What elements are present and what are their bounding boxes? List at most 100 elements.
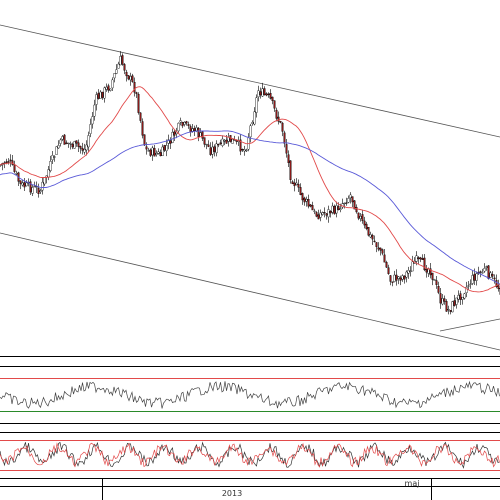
candle-body <box>123 64 126 71</box>
candle-body <box>35 186 38 188</box>
candle-body <box>365 223 368 229</box>
candle-body <box>315 212 318 217</box>
candle-body <box>335 205 338 214</box>
candle-body <box>453 300 456 306</box>
candle-body <box>131 75 134 82</box>
candle-body <box>65 142 68 144</box>
candle-body <box>415 255 418 262</box>
candle-body <box>249 125 252 138</box>
candle-body <box>459 293 462 300</box>
candle-body <box>287 154 290 163</box>
candle-body <box>183 121 186 125</box>
candle-body <box>399 277 402 281</box>
candle-body <box>269 93 272 99</box>
candle-body <box>129 76 132 81</box>
candle-body <box>397 276 400 279</box>
candle-body <box>137 94 140 113</box>
candle-body <box>221 138 224 146</box>
candle-body <box>437 286 440 293</box>
candle-body <box>159 152 162 157</box>
candle-body <box>33 185 36 188</box>
candle-body <box>7 161 10 163</box>
candle-body <box>367 227 370 236</box>
candle-body <box>31 187 34 194</box>
candle-body <box>483 268 486 272</box>
candle-body <box>251 121 254 125</box>
candle-body <box>375 242 378 247</box>
candle-body <box>73 141 76 149</box>
candle-body <box>277 116 280 122</box>
candle-body <box>223 140 226 142</box>
candle-body <box>185 121 188 124</box>
candle-body <box>67 142 70 144</box>
candle-body <box>485 266 488 268</box>
candle-body <box>469 283 472 285</box>
candle-body <box>463 293 466 299</box>
candle-body <box>157 151 160 154</box>
candle-body <box>435 280 438 285</box>
candle-body <box>197 127 200 138</box>
candle-body <box>83 148 86 153</box>
candle-body <box>411 261 414 272</box>
candle-body <box>189 126 192 133</box>
candle-body <box>285 144 288 154</box>
candle-body <box>455 297 458 305</box>
candle-body <box>479 271 482 273</box>
candle-body <box>23 182 26 188</box>
candle-body <box>385 262 388 268</box>
candle-body <box>347 198 350 203</box>
candle-body <box>369 234 372 238</box>
candle-body <box>467 285 470 287</box>
candle-body <box>113 73 116 79</box>
candle-body <box>115 69 118 74</box>
oscillator-1-line <box>0 380 500 409</box>
candle-body <box>417 257 420 260</box>
candle-body <box>471 275 474 284</box>
candle-body <box>299 187 302 195</box>
candle-body <box>325 213 328 216</box>
candle-body <box>15 173 18 175</box>
candle-body <box>209 147 212 155</box>
candle-body <box>489 272 492 278</box>
candle-body <box>361 214 364 221</box>
candle-body <box>273 100 276 109</box>
candle-body <box>107 85 110 91</box>
candle-body <box>219 142 222 145</box>
moving-average-blue <box>0 130 500 285</box>
candle-body <box>377 247 380 250</box>
candle-body <box>351 196 354 203</box>
candle-body <box>283 132 286 144</box>
candle-body <box>173 131 176 136</box>
candle-body <box>19 180 22 184</box>
candle-body <box>59 139 62 144</box>
candle-body <box>265 93 268 96</box>
candle-body <box>333 206 336 215</box>
candle-body <box>391 281 394 283</box>
candle-body <box>381 249 384 254</box>
candle-body <box>293 182 296 187</box>
candle-body <box>143 134 146 146</box>
candle-body <box>111 79 114 89</box>
candle-body <box>327 209 330 218</box>
candle-body <box>95 94 98 105</box>
candle-body <box>133 82 136 93</box>
candle-body <box>191 128 194 132</box>
candle-body <box>21 182 24 186</box>
candle-body <box>423 257 426 271</box>
candle-body <box>119 56 122 66</box>
candle-body <box>93 104 96 117</box>
candle-body <box>151 147 154 156</box>
candle-body <box>429 268 432 276</box>
candle-body <box>71 143 74 148</box>
candle-body <box>309 204 312 207</box>
candle-body <box>403 275 406 280</box>
moving-average-red <box>0 86 500 293</box>
candle-body <box>127 75 130 80</box>
candle-body <box>349 194 352 199</box>
candle-body <box>207 144 210 147</box>
candle-body <box>355 206 358 213</box>
candle-body <box>9 159 12 162</box>
candle-body <box>317 214 320 220</box>
candle-body <box>171 131 174 143</box>
candle-body <box>497 285 500 290</box>
